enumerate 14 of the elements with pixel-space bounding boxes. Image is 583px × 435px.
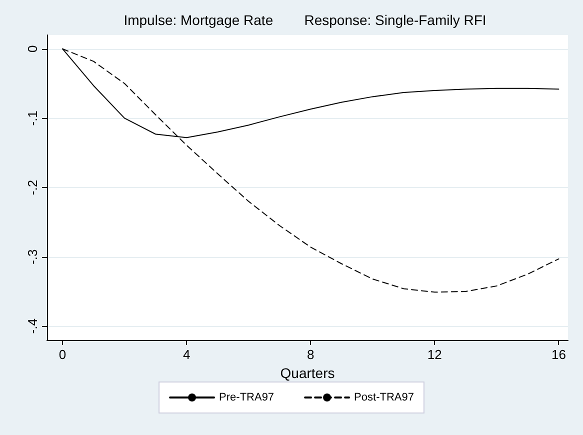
y-tick-label: -.1 (25, 110, 40, 126)
x-tick-label: 0 (58, 347, 66, 362)
x-axis-title: Quarters (280, 364, 335, 381)
y-tick-label: -.3 (25, 249, 40, 264)
x-tick-label: 12 (427, 347, 442, 362)
y-tick-label: -.4 (25, 318, 40, 334)
x-tick-label: 16 (551, 347, 566, 362)
x-tick-label: 4 (182, 347, 190, 362)
x-tick-label: 8 (306, 347, 314, 362)
legend-label: Pre-TRA97 (219, 392, 274, 404)
legend-label: Post-TRA97 (354, 392, 414, 404)
y-tick-label: 0 (25, 45, 40, 52)
y-tick-label: -.2 (25, 180, 40, 196)
chart-title: Impulse: Mortgage Rate Response: Single-Family RFI (124, 12, 486, 28)
